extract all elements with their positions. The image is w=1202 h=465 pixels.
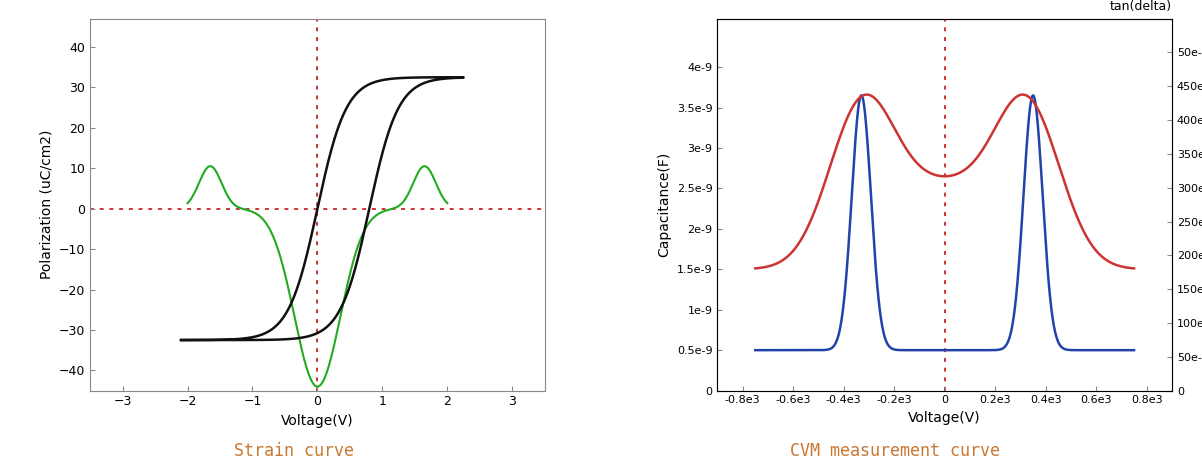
Y-axis label: Capacitance(F): Capacitance(F) [657,152,671,257]
Text: Strain curve: Strain curve [234,442,355,460]
Y-axis label: Polarization (uC/cm2): Polarization (uC/cm2) [40,130,53,279]
X-axis label: Voltage(V): Voltage(V) [909,411,981,425]
Text: CVM measurement curve: CVM measurement curve [791,442,1000,460]
Text: tan(delta): tan(delta) [1109,0,1172,13]
X-axis label: Voltage(V): Voltage(V) [281,414,353,428]
